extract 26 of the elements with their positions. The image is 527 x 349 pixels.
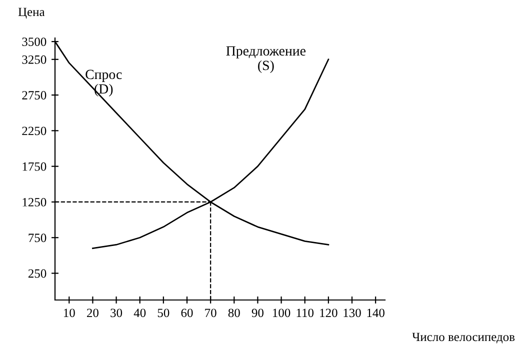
x-tick-label: 120 xyxy=(320,308,338,318)
x-tick-label: 130 xyxy=(344,308,361,318)
x-tick-label: 50 xyxy=(158,308,170,318)
series-label: Спрос (D) xyxy=(86,70,122,96)
x-axis-title: Число велосипедов xyxy=(412,332,515,344)
x-tick-label: 110 xyxy=(296,308,314,318)
x-tick-label: 20 xyxy=(87,308,98,318)
series-label: Предложение (S) xyxy=(226,46,306,73)
x-tick-label: 90 xyxy=(252,308,264,318)
y-tick-label: 1250 xyxy=(22,198,46,206)
y-tick-label: 250 xyxy=(28,269,46,278)
x-tick-label: 80 xyxy=(228,308,240,318)
x-tick-label: 100 xyxy=(273,308,290,318)
y-tick-label: 3500 xyxy=(22,38,46,46)
y-axis-title: Цена xyxy=(18,8,45,19)
y-tick-label: 2250 xyxy=(22,126,46,136)
x-tick-label: 40 xyxy=(134,308,146,318)
y-tick-label: 750 xyxy=(28,234,46,242)
x-tick-label: 70 xyxy=(205,308,216,318)
x-tick-label: 60 xyxy=(181,308,193,318)
y-tick-label: 2750 xyxy=(22,91,46,100)
x-tick-label: 30 xyxy=(110,308,122,318)
x-tick-label: 140 xyxy=(367,308,384,318)
x-tick-label: 10 xyxy=(64,308,75,318)
y-tick-label: 1750 xyxy=(22,162,46,171)
y-tick-label: 3250 xyxy=(22,55,46,64)
